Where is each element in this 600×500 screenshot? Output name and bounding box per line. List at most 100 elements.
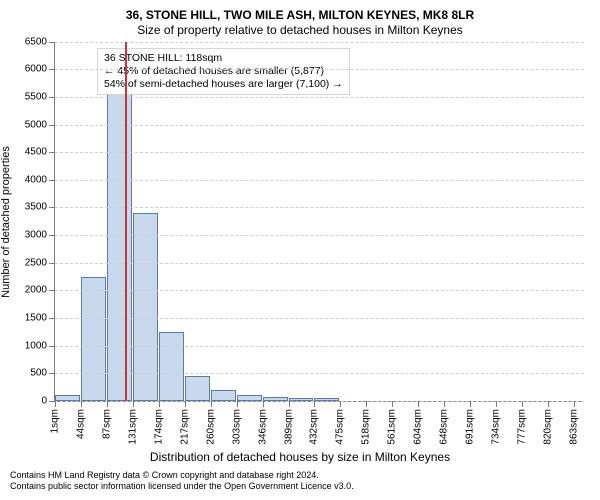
x-tick: [314, 401, 315, 407]
gridline: [55, 97, 584, 98]
gridline: [55, 401, 584, 402]
y-tick: [49, 125, 55, 126]
x-tick-label: 260sqm: [205, 409, 216, 445]
y-tick: [49, 290, 55, 291]
x-tick-label: 1sqm: [50, 409, 61, 433]
x-tick-label: 131sqm: [128, 409, 139, 445]
x-tick: [340, 401, 341, 407]
x-tick-label: 346sqm: [257, 409, 268, 445]
gridline: [55, 290, 584, 291]
x-tick-label: 863sqm: [568, 409, 579, 445]
y-tick: [49, 373, 55, 374]
y-tick: [49, 235, 55, 236]
x-tick-label: 44sqm: [75, 409, 86, 439]
annotation-line1: 36 STONE HILL: 118sqm: [104, 52, 343, 65]
footer-line2: Contains public sector information licen…: [10, 481, 590, 492]
x-tick: [496, 401, 497, 407]
x-tick-label: 777sqm: [517, 409, 528, 445]
y-tick-label: 2500: [25, 257, 47, 268]
y-tick: [49, 180, 55, 181]
x-tick-label: 604sqm: [412, 409, 423, 445]
gridline: [55, 69, 584, 70]
footer-line1: Contains HM Land Registry data © Crown c…: [10, 470, 590, 481]
x-tick-label: 648sqm: [439, 409, 450, 445]
x-tick: [444, 401, 445, 407]
x-tick-label: 820sqm: [542, 409, 553, 445]
y-tick: [49, 263, 55, 264]
x-tick: [289, 401, 290, 407]
x-tick-label: 303sqm: [231, 409, 242, 445]
y-axis-label: Number of detached properties: [0, 146, 12, 298]
histogram-bar: [81, 277, 106, 401]
x-tick-label: 389sqm: [283, 409, 294, 445]
gridline: [55, 152, 584, 153]
annotation-line3: 54% of semi-detached houses are larger (…: [104, 78, 343, 91]
gridline: [55, 235, 584, 236]
annotation-box: 36 STONE HILL: 118sqm ← 45% of detached …: [97, 48, 350, 95]
y-tick-label: 2000: [25, 285, 47, 296]
x-tick: [237, 401, 238, 407]
chart-figure: 36, STONE HILL, TWO MILE ASH, MILTON KEY…: [0, 0, 600, 500]
y-tick-label: 1000: [25, 340, 47, 351]
gridline: [55, 125, 584, 126]
y-tick-label: 1500: [25, 312, 47, 323]
x-tick-label: 734sqm: [491, 409, 502, 445]
x-tick-label: 518sqm: [361, 409, 372, 445]
bars-layer: [55, 42, 584, 401]
x-tick-label: 691sqm: [465, 409, 476, 445]
x-tick: [574, 401, 575, 407]
x-tick-label: 217sqm: [179, 409, 190, 445]
chart-title-line1: 36, STONE HILL, TWO MILE ASH, MILTON KEY…: [10, 8, 590, 22]
y-tick-label: 0: [41, 395, 47, 406]
x-tick: [211, 401, 212, 407]
y-tick: [49, 152, 55, 153]
x-tick-label: 432sqm: [309, 409, 320, 445]
gridline: [55, 318, 584, 319]
y-tick-label: 500: [30, 368, 47, 379]
x-axis-label: Distribution of detached houses by size …: [10, 450, 590, 464]
y-tick-label: 4500: [25, 147, 47, 158]
y-tick-label: 3500: [25, 202, 47, 213]
x-tick: [133, 401, 134, 407]
gridline: [55, 263, 584, 264]
x-tick: [185, 401, 186, 407]
x-tick: [418, 401, 419, 407]
y-tick-label: 6000: [25, 64, 47, 75]
x-tick: [392, 401, 393, 407]
y-tick: [49, 207, 55, 208]
x-tick-label: 561sqm: [387, 409, 398, 445]
histogram-bar: [185, 376, 210, 401]
x-tick: [159, 401, 160, 407]
x-tick-label: 174sqm: [154, 409, 165, 445]
x-tick: [55, 401, 56, 407]
histogram-bar: [159, 332, 184, 401]
gridline: [55, 42, 584, 43]
y-tick-label: 6500: [25, 36, 47, 47]
histogram-bar: [107, 94, 132, 401]
x-tick: [522, 401, 523, 407]
x-tick-label: 87sqm: [101, 409, 112, 439]
y-tick: [49, 346, 55, 347]
y-tick-label: 5000: [25, 119, 47, 130]
x-tick: [470, 401, 471, 407]
marker-line: [125, 42, 127, 401]
gridline: [55, 180, 584, 181]
x-tick: [107, 401, 108, 407]
x-tick: [548, 401, 549, 407]
gridline: [55, 373, 584, 374]
y-tick-label: 3000: [25, 230, 47, 241]
x-tick: [366, 401, 367, 407]
annotation-line2: ← 45% of detached houses are smaller (5,…: [104, 65, 343, 78]
x-tick-label: 475sqm: [335, 409, 346, 445]
plot-region: 36 STONE HILL: 118sqm ← 45% of detached …: [54, 42, 584, 402]
y-tick-label: 4000: [25, 174, 47, 185]
y-tick: [49, 69, 55, 70]
x-tick: [81, 401, 82, 407]
gridline: [55, 346, 584, 347]
y-tick: [49, 42, 55, 43]
chart-title-line2: Size of property relative to detached ho…: [10, 23, 590, 37]
x-tick: [263, 401, 264, 407]
y-tick-label: 5500: [25, 92, 47, 103]
footer: Contains HM Land Registry data © Crown c…: [10, 470, 590, 493]
y-tick: [49, 318, 55, 319]
